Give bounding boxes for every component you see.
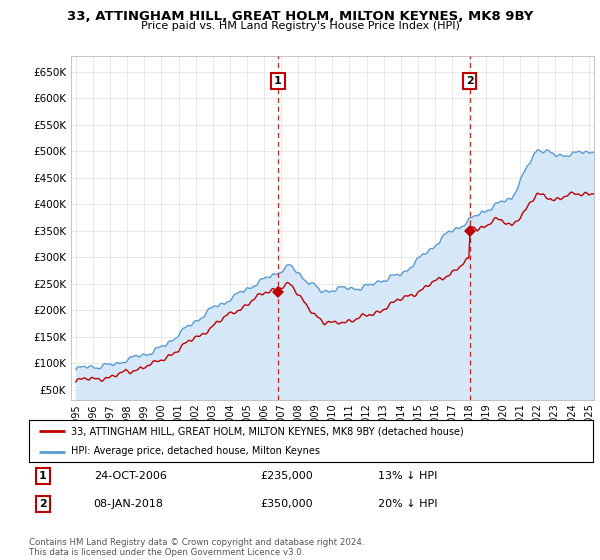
- Text: 1: 1: [274, 76, 282, 86]
- Text: Price paid vs. HM Land Registry's House Price Index (HPI): Price paid vs. HM Land Registry's House …: [140, 21, 460, 31]
- Text: 33, ATTINGHAM HILL, GREAT HOLM, MILTON KEYNES, MK8 9BY (detached house): 33, ATTINGHAM HILL, GREAT HOLM, MILTON K…: [71, 426, 464, 436]
- Text: 20% ↓ HPI: 20% ↓ HPI: [379, 499, 438, 509]
- Text: 13% ↓ HPI: 13% ↓ HPI: [379, 471, 438, 481]
- Text: 33, ATTINGHAM HILL, GREAT HOLM, MILTON KEYNES, MK8 9BY: 33, ATTINGHAM HILL, GREAT HOLM, MILTON K…: [67, 10, 533, 22]
- Text: £235,000: £235,000: [260, 471, 313, 481]
- Text: 2: 2: [39, 499, 47, 509]
- Text: 1: 1: [39, 471, 47, 481]
- Text: 2: 2: [466, 76, 473, 86]
- Text: Contains HM Land Registry data © Crown copyright and database right 2024.
This d: Contains HM Land Registry data © Crown c…: [29, 538, 364, 557]
- Text: HPI: Average price, detached house, Milton Keynes: HPI: Average price, detached house, Milt…: [71, 446, 320, 456]
- Text: £350,000: £350,000: [260, 499, 313, 509]
- Text: 24-OCT-2006: 24-OCT-2006: [94, 471, 167, 481]
- Text: 08-JAN-2018: 08-JAN-2018: [94, 499, 164, 509]
